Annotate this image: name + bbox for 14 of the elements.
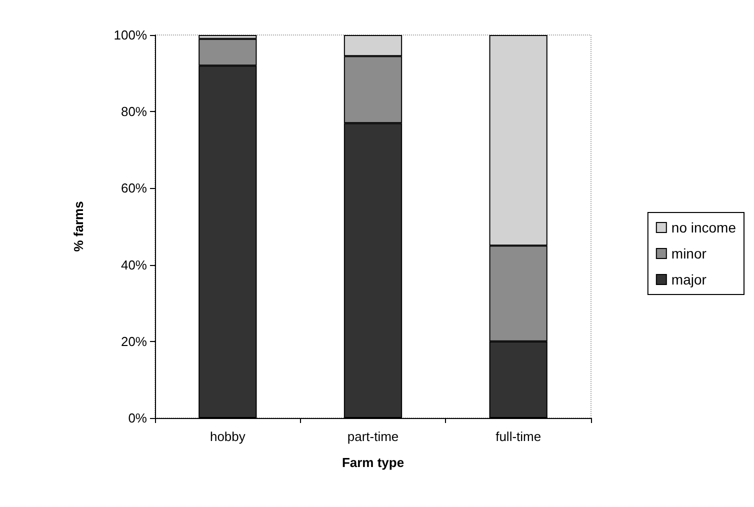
y-tick-label: 80%: [120, 104, 148, 120]
x-tick-label: hobby: [210, 429, 246, 444]
y-tick-label: 100%: [114, 28, 148, 42]
y-tick-label: 20%: [120, 334, 148, 349]
y-tick-label: 40%: [120, 257, 148, 272]
x-tick-label: full-time: [496, 429, 542, 444]
y-tick-label: 60%: [120, 180, 148, 196]
y-axis-title: % farms: [71, 201, 86, 252]
legend-label: minor: [671, 246, 707, 262]
legend-label: no income: [671, 220, 736, 236]
x-axis-title: Farm type: [342, 455, 404, 470]
legend-label: major: [671, 272, 707, 288]
y-tick-label: 0%: [128, 410, 148, 426]
x-tick-label: part-time: [347, 429, 399, 444]
